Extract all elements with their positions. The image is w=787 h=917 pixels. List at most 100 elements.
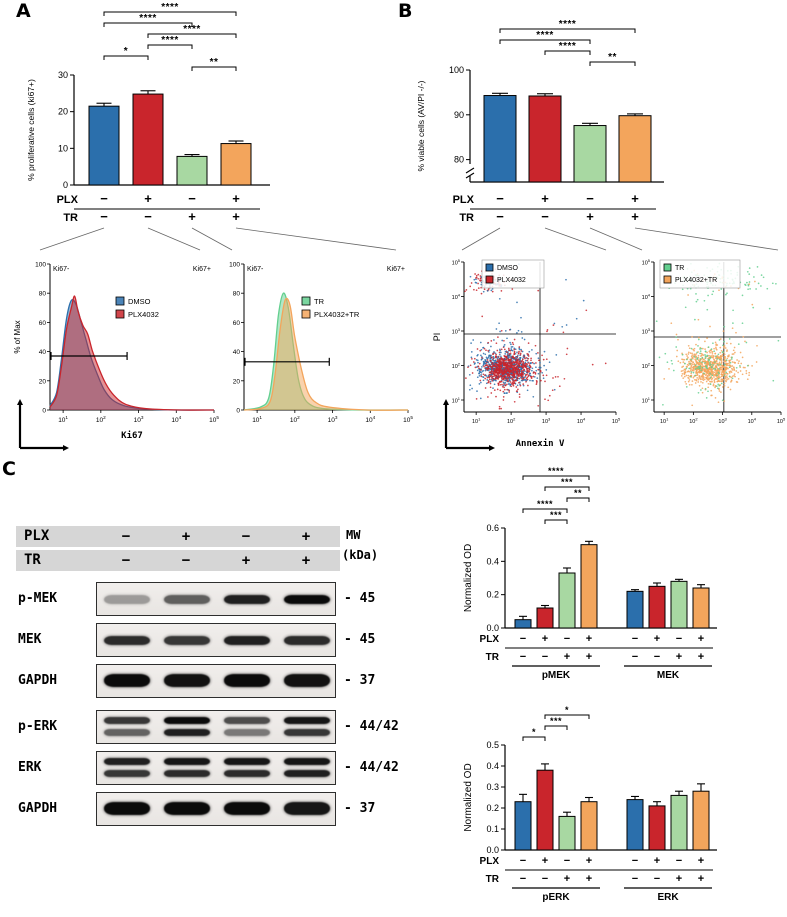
panel-b-flow-scatter-tr-combo: 101 102 103 104 105 101 102 103 104 105 TR PLX4032+… [642,258,786,426]
blot-band [164,802,210,815]
blot-lane-box [96,623,336,657]
bar [558,815,576,851]
svg-text:−: − [188,191,196,206]
bar [176,155,208,186]
significance-bracket [544,50,591,55]
svg-text:20: 20 [233,378,241,385]
svg-text:102: 102 [290,415,300,424]
bar [580,544,598,629]
svg-text:103: 103 [542,417,551,426]
significance-bracket [103,55,149,60]
svg-text:102: 102 [507,417,516,426]
panel-a-flow-histogram-tr-combo: 0 20 40 60 80 100 101 102 103 104 105 Ki67- Ki67+ TR P… [229,262,413,425]
svg-text:100: 100 [35,262,46,269]
svg-text:+: + [144,191,152,206]
svg-text:+: + [586,651,592,663]
svg-text:−: − [632,633,638,645]
svg-text:101: 101 [58,415,68,424]
blot-row-label: ERK [18,760,42,775]
svg-text:+: + [541,191,549,206]
svg-text:−: − [632,855,638,867]
bar [573,125,607,183]
svg-text:104: 104 [365,415,375,424]
blot-band [284,758,330,765]
significance-bracket [566,497,590,502]
svg-text:****: **** [559,41,577,52]
svg-text:101: 101 [660,417,669,426]
svg-text:% viable cells (AV/PI -/-): % viable cells (AV/PI -/-) [416,80,426,171]
blot-band [164,729,210,736]
bar [648,805,666,851]
svg-text:Ki67+: Ki67+ [193,266,211,273]
svg-text:+: + [698,855,704,867]
blot-band [284,770,330,777]
blot-band [224,802,270,815]
blot-header-sign: − [121,528,131,545]
svg-text:+: + [586,855,592,867]
panel-c-label: C [2,458,16,480]
svg-text:60: 60 [233,320,241,327]
svg-text:***: *** [561,477,573,487]
svg-text:**: ** [608,52,617,63]
svg-text:0.1: 0.1 [486,824,499,834]
svg-text:0.0: 0.0 [486,623,499,633]
bar [626,799,644,851]
svg-text:80: 80 [39,291,47,298]
bar [692,790,710,851]
svg-text:−: − [676,633,682,645]
blot-lane-box [96,664,336,698]
blot-band [284,674,330,687]
svg-text:−: − [676,855,682,867]
svg-text:−: − [542,651,548,663]
blot-band [284,636,330,645]
significance-bracket [147,33,237,38]
svg-text:+: + [564,873,570,885]
svg-text:103: 103 [328,415,338,424]
svg-text:+: + [631,191,639,206]
svg-text:104: 104 [642,293,651,302]
bar [670,794,688,851]
significance-bracket [147,44,193,49]
blot-band [164,717,210,724]
svg-text:0.0: 0.0 [486,845,499,855]
svg-text:PLX: PLX [480,856,500,867]
blot-lane-box [96,751,336,785]
svg-text:−: − [520,855,526,867]
blot-band [104,636,150,645]
significance-bracket [191,66,237,71]
mw-header: MW [346,528,361,542]
svg-text:+: + [542,855,548,867]
svg-text:****: **** [536,30,554,41]
svg-text:Ki67-: Ki67- [53,266,70,273]
svg-text:+: + [232,191,240,206]
bar [626,590,644,629]
panel-b-flow-scatter-dmso-plx: 101 102 103 104 105 101 102 103 104 105 DMSO PLX403… [432,258,621,451]
panel-c-western-blots: PLX − + − + TR − − + + MW (kDa) p-MEK - 45 MEK - 45 GAPD… [10,518,455,878]
blot-band [284,595,330,604]
svg-text:0.5: 0.5 [486,740,499,750]
bar [648,585,666,629]
bar [483,95,517,183]
bar [536,769,554,851]
svg-text:0.3: 0.3 [486,782,499,792]
svg-text:0.4: 0.4 [486,761,499,771]
significance-bracket [544,725,568,730]
significance-bracket [522,508,568,513]
svg-text:Ki67-: Ki67- [247,266,264,273]
bar [580,801,598,851]
blot-mw-label: - 44/42 [344,760,399,775]
blot-header-sign: + [301,552,311,569]
blot-mw-label: - 45 [344,591,376,606]
blot-band [164,674,210,687]
svg-text:−: − [520,873,526,885]
svg-text:MEK: MEK [657,670,680,681]
bar [692,587,710,629]
svg-text:105: 105 [612,417,621,426]
blot-band [104,595,150,604]
svg-text:80: 80 [454,155,464,165]
significance-bracket [544,519,568,524]
svg-text:102: 102 [642,362,651,371]
blot-row-label: p-MEK [18,591,58,606]
blot-band [164,770,210,777]
legend-swatch [301,296,311,306]
